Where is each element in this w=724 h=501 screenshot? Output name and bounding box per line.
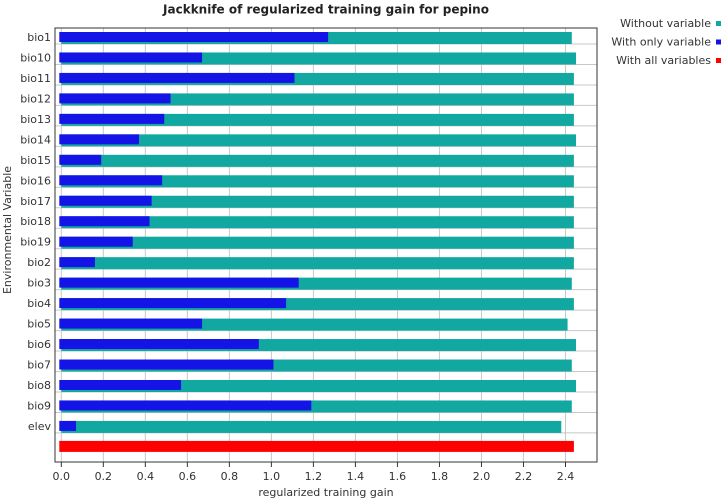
y-tick-label: bio6 (27, 338, 51, 351)
x-tick-label: 0.4 (137, 470, 155, 483)
y-tick-label: bio4 (27, 297, 51, 310)
bar (59, 318, 203, 329)
y-tick-label: bio14 (20, 133, 51, 146)
bar (59, 154, 102, 165)
y-tick-label: bio18 (20, 215, 51, 228)
x-tick-label: 0.0 (53, 470, 71, 483)
bar (61, 257, 574, 270)
bar (59, 175, 163, 186)
legend-swatch (716, 58, 721, 63)
bar (61, 420, 562, 433)
bar (61, 175, 574, 188)
x-tick-label: 1.8 (431, 470, 449, 483)
y-tick-label: elev (28, 420, 52, 433)
y-tick-label: bio8 (27, 379, 51, 392)
bar (61, 93, 574, 106)
y-axis-label: Environmental Variable (1, 166, 14, 294)
y-tick-label: bio13 (20, 113, 51, 126)
bar (59, 195, 152, 206)
legend-swatch (716, 21, 721, 26)
bar (61, 154, 574, 167)
bar (61, 216, 574, 229)
y-tick-label: bio5 (27, 318, 51, 331)
bar (59, 52, 203, 63)
y-tick-label: bio11 (20, 72, 51, 85)
y-tick-label: bio2 (27, 256, 51, 269)
bar (59, 420, 77, 431)
bar (61, 134, 576, 147)
bar (59, 440, 574, 452)
y-tick-label: bio12 (20, 92, 51, 105)
bar (61, 236, 574, 249)
legend-label: Without variable (620, 17, 711, 30)
bar (59, 277, 299, 288)
y-tick-label: bio19 (20, 236, 51, 249)
y-tick-label: bio3 (27, 277, 51, 290)
bar (59, 93, 171, 104)
bar (59, 134, 140, 145)
y-tick-label: bio17 (20, 195, 51, 208)
bar (59, 257, 95, 268)
x-tick-label: 1.0 (263, 470, 281, 483)
x-tick-label: 1.6 (389, 470, 407, 483)
y-tick-label: bio1 (27, 31, 51, 44)
legend-label: With only variable (611, 36, 711, 49)
x-tick-label: 0.8 (221, 470, 239, 483)
x-tick-label: 0.6 (179, 470, 197, 483)
bar (59, 236, 133, 247)
x-tick-label: 2.2 (515, 470, 533, 483)
bar (61, 379, 576, 392)
plot-frame (54, 27, 598, 463)
x-tick-label: 1.2 (305, 470, 323, 483)
bar (59, 400, 312, 411)
bar (59, 32, 329, 42)
legend-swatch (716, 39, 721, 45)
y-tick-label: bio7 (27, 359, 51, 372)
chart-title: Jackknife of regularized training gain f… (162, 3, 489, 17)
bar (59, 216, 150, 227)
bar (59, 339, 259, 350)
y-tick-label: bio15 (20, 154, 51, 167)
bar (61, 113, 574, 126)
legend-label: With all variables (616, 54, 711, 67)
y-tick-label: bio10 (20, 51, 51, 64)
x-tick-label: 2.0 (473, 470, 491, 483)
x-tick-label: 2.4 (557, 470, 575, 483)
y-tick-label: bio9 (27, 399, 51, 412)
bar (59, 72, 295, 83)
bar (59, 113, 165, 124)
bar (59, 359, 274, 370)
x-tick-label: 1.4 (347, 470, 365, 483)
x-axis-label: regularized training gain (258, 486, 393, 499)
y-tick-label: bio16 (20, 174, 51, 187)
bar (59, 379, 182, 390)
bar (59, 298, 287, 309)
x-tick-label: 0.2 (95, 470, 113, 483)
bar (61, 195, 574, 208)
